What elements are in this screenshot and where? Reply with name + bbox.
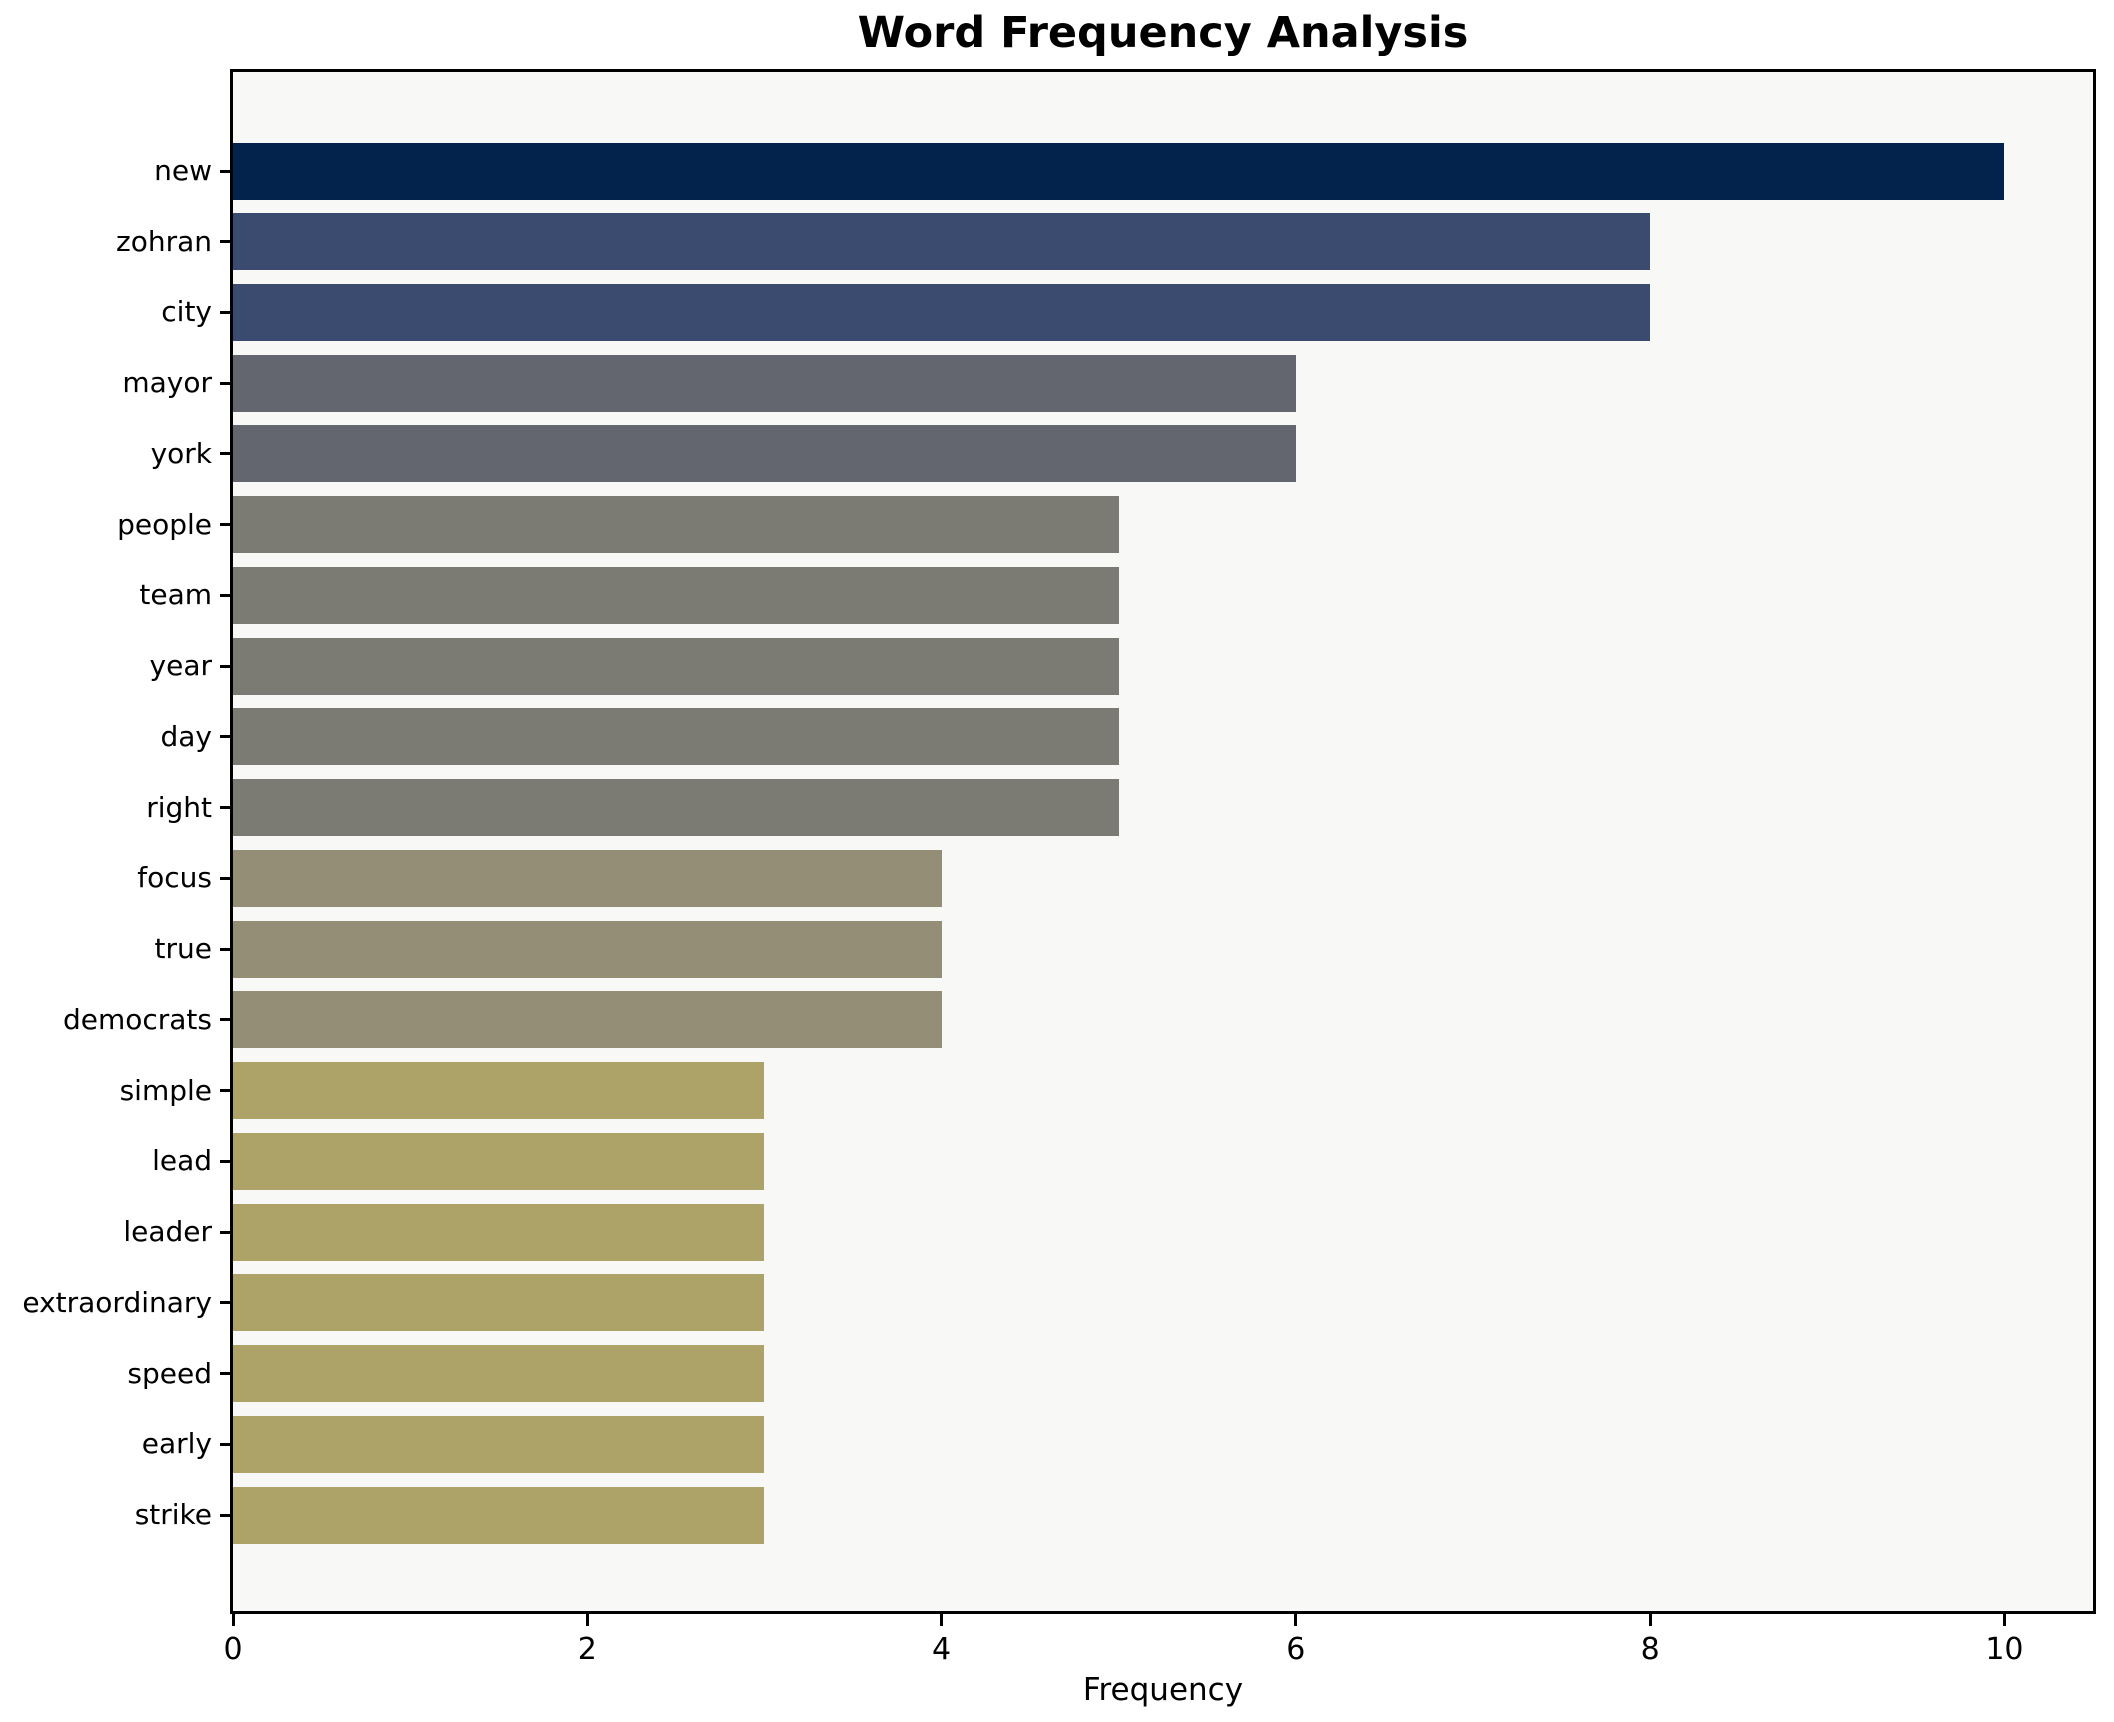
y-tick-mark bbox=[220, 1159, 230, 1163]
y-tick-mark bbox=[220, 1372, 230, 1376]
y-tick-label: year bbox=[149, 649, 212, 683]
y-tick-label: democrats bbox=[62, 1002, 212, 1036]
y-tick-mark bbox=[220, 1442, 230, 1446]
y-tick-mark bbox=[220, 240, 230, 244]
y-tick-label: early bbox=[141, 1427, 212, 1461]
y-tick-label: simple bbox=[119, 1073, 212, 1107]
chart-title: Word Frequency Analysis bbox=[857, 8, 1469, 58]
bar-early bbox=[233, 1415, 765, 1473]
bar-lead bbox=[233, 1132, 765, 1190]
bar-strike bbox=[233, 1486, 765, 1544]
y-tick-label: strike bbox=[134, 1498, 212, 1531]
bar-democrats bbox=[233, 991, 942, 1049]
y-tick-mark bbox=[220, 310, 230, 314]
x-tick-mark bbox=[940, 1614, 944, 1626]
x-tick-label: 6 bbox=[1286, 1632, 1306, 1667]
bar-year bbox=[233, 637, 1119, 695]
x-tick-label: 8 bbox=[1640, 1632, 1660, 1667]
y-tick-label: lead bbox=[152, 1144, 212, 1178]
y-tick-mark bbox=[220, 381, 230, 385]
x-tick-mark bbox=[231, 1614, 235, 1626]
bar-focus bbox=[233, 849, 942, 907]
y-tick-label: right bbox=[146, 790, 212, 824]
bar-true bbox=[233, 920, 942, 978]
y-tick-label: people bbox=[117, 507, 212, 541]
y-tick-label: speed bbox=[127, 1356, 212, 1390]
x-tick-mark bbox=[2002, 1614, 2006, 1626]
y-tick-mark bbox=[220, 523, 230, 527]
bar-people bbox=[233, 496, 1119, 554]
y-tick-mark bbox=[220, 735, 230, 739]
bar-zohran bbox=[233, 213, 1651, 271]
y-tick-label: leader bbox=[123, 1215, 212, 1249]
y-tick-label: city bbox=[161, 295, 212, 329]
y-tick-label: extraordinary bbox=[22, 1285, 212, 1319]
y-tick-label: team bbox=[139, 578, 212, 612]
x-tick-mark bbox=[1648, 1614, 1652, 1626]
y-tick-mark bbox=[220, 1230, 230, 1234]
y-tick-label: new bbox=[154, 154, 212, 187]
x-tick-label: 10 bbox=[1985, 1632, 2024, 1667]
y-tick-mark bbox=[220, 876, 230, 880]
y-tick-label: true bbox=[154, 932, 212, 966]
y-tick-label: mayor bbox=[122, 366, 212, 400]
y-tick-mark bbox=[220, 947, 230, 951]
bar-day bbox=[233, 708, 1119, 766]
bar-new bbox=[233, 142, 2005, 200]
x-tick-label: 4 bbox=[932, 1632, 952, 1667]
y-tick-label: focus bbox=[137, 861, 212, 895]
plot-area bbox=[230, 69, 2096, 1614]
bar-mayor bbox=[233, 354, 1296, 412]
bar-leader bbox=[233, 1203, 765, 1261]
y-tick-mark bbox=[220, 1301, 230, 1305]
bar-right bbox=[233, 779, 1119, 837]
bar-york bbox=[233, 425, 1296, 483]
bar-extraordinary bbox=[233, 1274, 765, 1332]
x-tick-label: 0 bbox=[223, 1632, 243, 1667]
x-tick-mark bbox=[585, 1614, 589, 1626]
bar-team bbox=[233, 566, 1119, 624]
bar-simple bbox=[233, 1062, 765, 1120]
y-tick-label: zohran bbox=[116, 224, 212, 258]
y-tick-mark bbox=[220, 593, 230, 597]
x-axis-label: Frequency bbox=[1082, 1672, 1244, 1708]
y-tick-label: day bbox=[160, 719, 212, 753]
y-tick-mark bbox=[220, 806, 230, 810]
y-tick-label: york bbox=[150, 436, 212, 470]
y-tick-mark bbox=[220, 169, 230, 173]
x-tick-mark bbox=[1294, 1614, 1298, 1626]
x-tick-label: 2 bbox=[577, 1632, 597, 1667]
y-tick-mark bbox=[220, 1513, 230, 1517]
y-tick-mark bbox=[220, 452, 230, 456]
bar-city bbox=[233, 283, 1651, 341]
y-tick-mark bbox=[220, 1018, 230, 1022]
y-tick-mark bbox=[220, 1089, 230, 1093]
y-tick-mark bbox=[220, 664, 230, 668]
bar-speed bbox=[233, 1345, 765, 1403]
